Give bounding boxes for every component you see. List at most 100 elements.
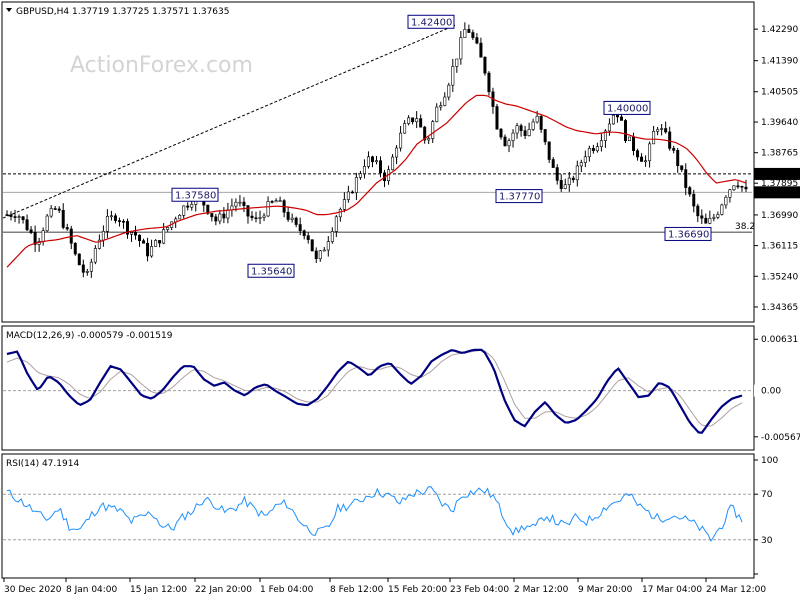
x-tick-label: 1 Feb 04:00 <box>260 585 314 595</box>
candle-body <box>326 241 330 251</box>
candle-body <box>523 130 527 136</box>
candle-body <box>467 29 471 33</box>
candle-body <box>555 167 559 181</box>
macd-tick-label: 0.00631 <box>761 335 798 345</box>
candle-body <box>716 214 720 218</box>
candle-body <box>182 205 186 216</box>
price-annotation: 1.36690 <box>664 226 712 241</box>
candle-body <box>720 204 724 215</box>
price-annotation-label: 1.40000 <box>607 103 648 114</box>
candle-body <box>712 216 716 219</box>
candle-body <box>611 114 615 125</box>
x-tick-label: 17 Mar 04:00 <box>642 585 702 595</box>
candle-body <box>130 232 134 235</box>
candle-body <box>623 120 627 141</box>
macd-line <box>6 348 743 434</box>
candle-body <box>607 123 611 132</box>
candle-body <box>121 220 125 223</box>
candle-body <box>53 208 57 210</box>
candle-body <box>439 105 443 108</box>
candle-body <box>85 271 89 273</box>
candle-body <box>178 215 182 220</box>
x-tick-label: 8 Feb 12:00 <box>330 585 384 595</box>
level-price-tag: 1.38160 <box>754 167 800 180</box>
candle-body <box>483 56 487 74</box>
x-tick-label: 30 Dec 2020 <box>4 585 62 595</box>
rsi-tick-label: 30 <box>761 536 773 546</box>
candle-body <box>527 129 531 136</box>
candle-body <box>358 173 362 178</box>
candle-body <box>459 37 463 60</box>
candle-body <box>222 213 226 219</box>
candle-body <box>547 141 551 160</box>
candle-body <box>338 209 342 218</box>
candle-body <box>73 242 77 255</box>
candle-body <box>503 136 507 147</box>
candle-body <box>543 129 547 143</box>
candle-body <box>591 148 595 152</box>
candle-body <box>619 116 623 121</box>
candle-body <box>45 215 49 231</box>
candle-body <box>463 29 467 38</box>
price-tick-label: 1.35240 <box>761 272 798 282</box>
x-tick-label: 9 Mar 20:00 <box>578 585 633 595</box>
price-annotation-box <box>247 263 295 278</box>
candle-body <box>736 185 740 188</box>
price-series: 38.2 1.42400 1.40000 1.37770 1.37580 1.36690 1… <box>2 14 800 278</box>
candle-body <box>210 213 214 218</box>
candle-body <box>29 229 33 234</box>
price-annotation-box <box>664 226 712 241</box>
candle-body <box>97 239 101 249</box>
candle-body <box>330 231 334 242</box>
x-tick-label: 15 Feb 20:00 <box>388 585 447 595</box>
candle-body <box>162 229 166 244</box>
candle-body <box>150 246 154 257</box>
candle-body <box>423 126 427 141</box>
candle-body <box>644 160 648 163</box>
price-tick-label: 1.34365 <box>761 303 798 313</box>
candle-body <box>559 180 563 189</box>
price-annotation-box <box>495 189 543 204</box>
candle-body <box>125 221 129 235</box>
candle-body <box>531 121 535 130</box>
price-tick-label: 1.42290 <box>761 25 798 35</box>
price-annotation-box <box>407 14 455 29</box>
candle-body <box>214 216 218 222</box>
price-annotation-label: 1.36690 <box>668 229 709 240</box>
candle-body <box>278 200 282 202</box>
current-price-tag-text: 1.37635 <box>757 188 794 198</box>
candle-body <box>81 264 85 273</box>
candle-body <box>246 205 250 217</box>
rsi-panel-frame <box>1 453 755 579</box>
dropdown-arrow-icon[interactable] <box>6 8 12 12</box>
current-price-tag-bg <box>754 186 800 199</box>
candle-body <box>495 106 499 130</box>
candle-body <box>346 191 350 200</box>
candle-body <box>539 115 543 130</box>
candle-body <box>399 132 403 149</box>
candle-body <box>579 162 583 167</box>
candle-body <box>286 211 290 220</box>
candle-body <box>21 216 25 221</box>
candle-body <box>407 117 411 124</box>
trendline <box>2 24 456 219</box>
macd-zero-tag: 0.00 <box>754 384 784 397</box>
candle-body <box>435 106 439 122</box>
candle-body <box>310 239 314 252</box>
candle-body <box>583 156 587 163</box>
candle-body <box>632 136 636 151</box>
candle-body <box>322 249 326 252</box>
candle-body <box>684 169 688 188</box>
level-price-tag-bg <box>754 167 800 180</box>
candle-body <box>362 166 366 174</box>
candle-body <box>379 160 383 174</box>
price-annotation-label: 1.37580 <box>175 190 216 201</box>
price-annotation: 1.35640 <box>247 263 295 278</box>
candle-body <box>266 201 270 217</box>
candle-body <box>403 123 407 134</box>
time-axis: 30 Dec 2020 8 Jan 04:00 15 Jan 12:00 22 Jan… <box>3 578 766 595</box>
candle-body <box>575 165 579 181</box>
candle-body <box>652 131 656 145</box>
candle-body <box>142 240 146 244</box>
